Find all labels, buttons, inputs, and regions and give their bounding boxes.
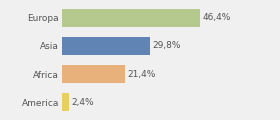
Text: 2,4%: 2,4% bbox=[71, 98, 94, 107]
Bar bbox=[62, 93, 69, 111]
Text: 46,4%: 46,4% bbox=[202, 13, 231, 22]
Bar bbox=[62, 9, 200, 27]
Text: 29,8%: 29,8% bbox=[153, 41, 181, 50]
Bar bbox=[62, 37, 150, 55]
Bar bbox=[62, 65, 125, 83]
Text: 21,4%: 21,4% bbox=[128, 70, 156, 79]
